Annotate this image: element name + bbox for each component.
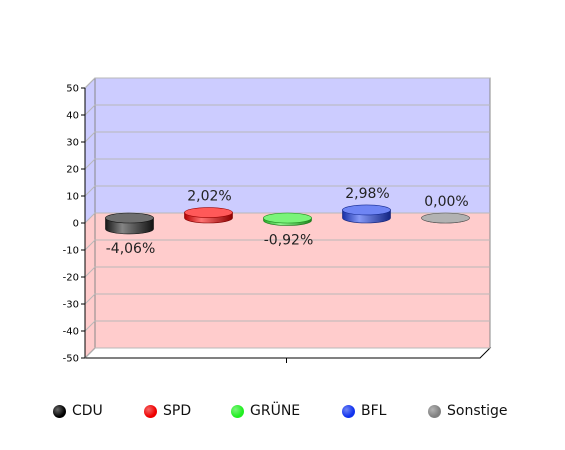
grid-line [84, 293, 490, 305]
grid-line [84, 266, 490, 278]
legend-swatch [144, 404, 157, 418]
bar-top [421, 212, 470, 224]
y-axis [81, 87, 287, 363]
y-tick-labels: 50 40 30 20 10 0 -10 -20 -30 -40 -50 [63, 84, 79, 365]
legend-item-sonstige: Sonstige [428, 400, 508, 422]
data-label-spd: 2,02% [187, 189, 231, 205]
y-tick-label: 10 [66, 192, 79, 203]
y-tick-label: -30 [63, 300, 79, 311]
side-wall-negative [85, 213, 95, 358]
legend-label: GRÜNE [250, 403, 301, 419]
grid-line [84, 77, 490, 89]
grid-line [84, 131, 490, 143]
bar-sonstige [421, 212, 470, 224]
legend-swatch [53, 404, 66, 418]
grid-line [84, 104, 490, 116]
legend-swatch [231, 404, 244, 418]
data-label-grüne: -0,92% [264, 232, 314, 248]
bar-bfl [342, 204, 391, 224]
data-label-bfl: 2,98% [345, 186, 389, 202]
bar-top [105, 212, 154, 224]
legend-item-cdu: CDU [53, 400, 103, 422]
legend-item-spd: SPD [144, 400, 191, 422]
bars [105, 204, 470, 235]
grid-line [84, 185, 490, 197]
legend: CDU SPD GRÜNE BFL Sonstige [0, 400, 565, 424]
y-tick-label: 50 [66, 84, 79, 95]
bar-top [184, 207, 233, 218]
bar-spd [184, 207, 233, 224]
y-tick-label: 20 [66, 165, 79, 176]
y-tick-label: 30 [66, 138, 79, 149]
grid-line [84, 158, 490, 170]
data-label-cdu: -4,06% [106, 241, 156, 257]
legend-label: BFL [361, 403, 387, 419]
bar-grüne [263, 212, 312, 226]
y-tick-label: 40 [66, 111, 79, 122]
legend-swatch [428, 404, 441, 418]
legend-item-grüne: GRÜNE [231, 400, 300, 422]
y-tick-label: -20 [63, 273, 79, 284]
negative-region [95, 213, 490, 348]
bar-top [342, 204, 391, 216]
bar-top [263, 212, 312, 224]
legend-label: SPD [163, 403, 192, 419]
legend-label: CDU [72, 403, 103, 419]
side-wall-positive [85, 78, 95, 223]
grid-line [84, 239, 490, 251]
grid-line [84, 320, 490, 332]
floor [83, 347, 492, 359]
y-tick-label: -10 [63, 246, 79, 257]
y-tick-label: 0 [73, 219, 79, 230]
data-label-sonstige: 0,00% [424, 194, 468, 210]
legend-swatch [342, 404, 355, 418]
data-labels: -4,06% 2,02% -0,92% 2,98% 0,00% [106, 186, 469, 257]
legend-item-bfl: BFL [342, 400, 386, 422]
positive-region [95, 78, 490, 213]
y-tick-label: -50 [63, 354, 79, 365]
chart-canvas: 50 40 30 20 10 0 -10 -20 -30 -40 -50 -4,06% 2,02% -0… [63, 77, 492, 365]
grid-line [84, 347, 490, 359]
y-tick-label: -40 [63, 327, 79, 338]
legend-label: Sonstige [447, 403, 508, 419]
bar-cdu [105, 212, 154, 235]
